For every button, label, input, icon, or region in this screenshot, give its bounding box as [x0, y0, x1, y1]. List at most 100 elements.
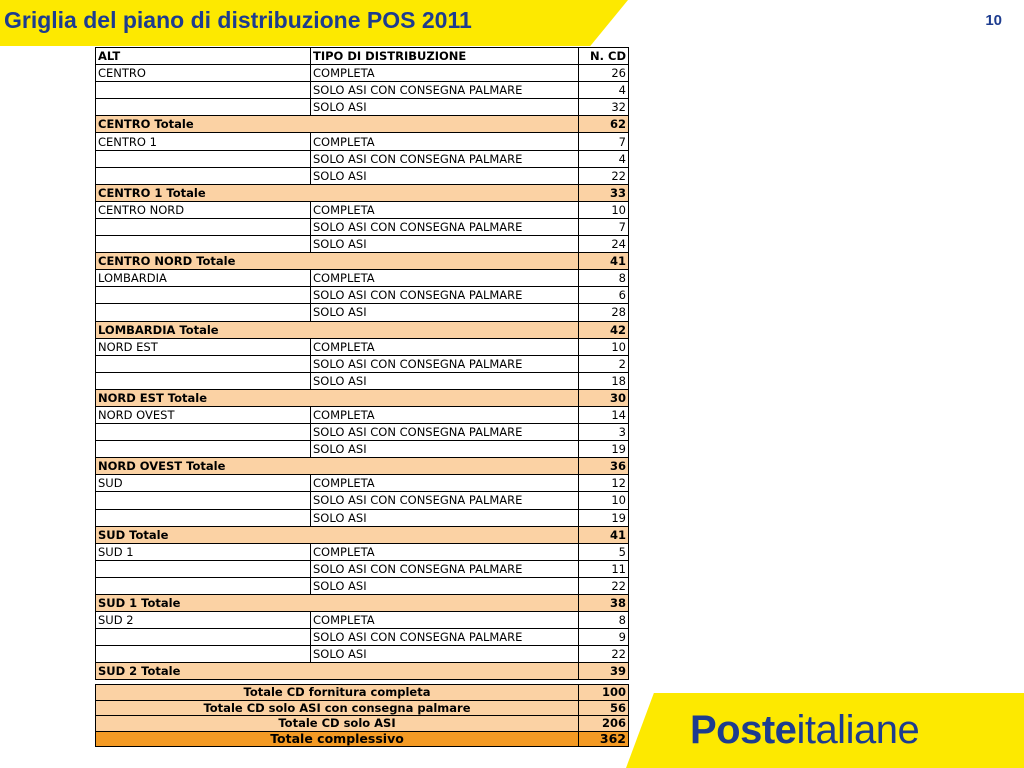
cell-n-cd: 6 — [578, 286, 629, 305]
cell-tipo: SOLO ASI CON CONSEGNA PALMARE — [310, 423, 579, 442]
subtotal-value: 41 — [578, 252, 629, 271]
table-row: SUD 2 COMPLETA 8 — [95, 611, 629, 630]
subtotal-label: NORD OVEST Totale — [95, 457, 579, 476]
subtotal-row: NORD OVEST Totale 36 — [95, 457, 629, 476]
table-row: SOLO ASI 24 — [95, 235, 629, 254]
table-row: SOLO ASI 22 — [95, 166, 629, 185]
cell-tipo: SOLO ASI — [310, 576, 579, 596]
table-row: SOLO ASI 28 — [95, 303, 629, 322]
cell-tipo: SOLO ASI — [310, 645, 579, 664]
cell-tipo: SOLO ASI CON CONSEGNA PALMARE — [310, 559, 579, 578]
cell-tipo: SOLO ASI — [310, 303, 579, 322]
subtotal-value: 42 — [578, 320, 629, 339]
cell-alt — [95, 98, 311, 117]
summary-table: Totale CD fornitura completa 100 Totale CD… — [95, 684, 629, 747]
summary-row: Totale CD fornitura completa 100 — [95, 684, 629, 701]
logo-word-poste: Poste — [690, 708, 797, 752]
subtotal-row: SUD 2 Totale 39 — [95, 662, 629, 681]
cell-alt — [95, 217, 311, 237]
cell-alt: NORD OVEST — [95, 405, 311, 425]
subtotal-row: LOMBARDIA Totale 42 — [95, 320, 629, 339]
cell-n-cd: 22 — [578, 576, 629, 596]
cell-n-cd: 19 — [578, 508, 629, 527]
cell-alt — [95, 166, 311, 185]
cell-n-cd: 14 — [578, 405, 629, 425]
subtotal-value: 39 — [578, 662, 629, 681]
cell-tipo: COMPLETA — [310, 542, 579, 561]
subtotal-value: 30 — [578, 388, 629, 407]
cell-n-cd: 24 — [578, 235, 629, 254]
subtotal-value: 62 — [578, 115, 629, 134]
cell-tipo: SOLO ASI CON CONSEGNA PALMARE — [310, 286, 579, 305]
subtotal-value: 41 — [578, 525, 629, 544]
cell-tipo: SOLO ASI CON CONSEGNA PALMARE — [310, 81, 579, 100]
cell-n-cd: 10 — [578, 337, 629, 356]
subtotal-label: LOMBARDIA Totale — [95, 320, 579, 339]
cell-n-cd: 10 — [578, 491, 629, 510]
table-row: NORD OVEST COMPLETA 14 — [95, 405, 629, 425]
cell-alt: CENTRO 1 — [95, 132, 311, 151]
table-row: SOLO ASI 32 — [95, 98, 629, 117]
cell-tipo: SOLO ASI CON CONSEGNA PALMARE — [310, 491, 579, 510]
grand-total-row: Totale complessivo 362 — [95, 730, 629, 747]
table-row: SOLO ASI CON CONSEGNA PALMARE 3 — [95, 423, 629, 442]
cell-alt — [95, 371, 311, 390]
cell-tipo: COMPLETA — [310, 269, 579, 288]
cell-n-cd: 2 — [578, 354, 629, 373]
summary-label: Totale CD solo ASI — [95, 715, 579, 732]
logo-word-italiane: italiane — [796, 708, 920, 752]
subtotal-label: CENTRO 1 Totale — [95, 183, 579, 202]
cell-alt — [95, 645, 311, 664]
subtotal-label: NORD EST Totale — [95, 388, 579, 407]
cell-n-cd: 32 — [578, 98, 629, 117]
cell-n-cd: 18 — [578, 371, 629, 390]
summary-row: Totale CD solo ASI 206 — [95, 715, 629, 732]
cell-n-cd: 9 — [578, 628, 629, 647]
subtotal-label: SUD Totale — [95, 525, 579, 544]
cell-n-cd: 19 — [578, 440, 629, 459]
cell-n-cd: 11 — [578, 559, 629, 578]
cell-tipo: COMPLETA — [310, 132, 579, 151]
cell-alt: SUD 2 — [95, 611, 311, 630]
footer-band — [626, 693, 1024, 768]
cell-alt — [95, 508, 311, 527]
cell-tipo: COMPLETA — [310, 64, 579, 83]
cell-n-cd: 7 — [578, 217, 629, 237]
table-row: SOLO ASI 22 — [95, 576, 629, 596]
summary-label: Totale complessivo — [95, 730, 579, 747]
summary-value: 100 — [578, 684, 629, 701]
page-number: 10 — [985, 12, 1002, 29]
table-row: SOLO ASI CON CONSEGNA PALMARE 4 — [95, 81, 629, 100]
table-row: NORD EST COMPLETA 10 — [95, 337, 629, 356]
cell-n-cd: 4 — [578, 81, 629, 100]
subtotal-value: 38 — [578, 593, 629, 613]
cell-tipo: SOLO ASI — [310, 371, 579, 390]
cell-n-cd: 10 — [578, 200, 629, 219]
cell-n-cd: 8 — [578, 611, 629, 630]
cell-tipo: COMPLETA — [310, 337, 579, 356]
cell-alt — [95, 628, 311, 647]
cell-alt — [95, 303, 311, 322]
cell-n-cd: 26 — [578, 64, 629, 83]
subtotal-value: 36 — [578, 457, 629, 476]
cell-alt — [95, 440, 311, 459]
table-row: CENTRO NORD COMPLETA 10 — [95, 200, 629, 219]
table-row: SOLO ASI CON CONSEGNA PALMARE 10 — [95, 491, 629, 510]
cell-tipo: SOLO ASI — [310, 98, 579, 117]
table-row: SUD 1 COMPLETA 5 — [95, 542, 629, 561]
table-row: SOLO ASI 19 — [95, 440, 629, 459]
cell-tipo: SOLO ASI — [310, 166, 579, 185]
cell-tipo: SOLO ASI — [310, 440, 579, 459]
cell-n-cd: 22 — [578, 166, 629, 185]
cell-alt — [95, 491, 311, 510]
table-row: SOLO ASI 19 — [95, 508, 629, 527]
summary-body: Totale CD fornitura completa 100 Totale CD… — [95, 684, 629, 747]
subtotal-row: CENTRO NORD Totale 41 — [95, 252, 629, 271]
column-header-alt: ALT — [95, 46, 311, 66]
cell-alt — [95, 576, 311, 596]
summary-label: Totale CD solo ASI con consegna palmare — [95, 699, 579, 716]
table-row: LOMBARDIA COMPLETA 8 — [95, 269, 629, 288]
distribution-table: ALT TIPO DI DISTRIBUZIONE N. CD CENTRO CO… — [95, 46, 629, 681]
column-header-n-cd: N. CD — [578, 46, 629, 66]
cell-tipo: SOLO ASI CON CONSEGNA PALMARE — [310, 149, 579, 168]
